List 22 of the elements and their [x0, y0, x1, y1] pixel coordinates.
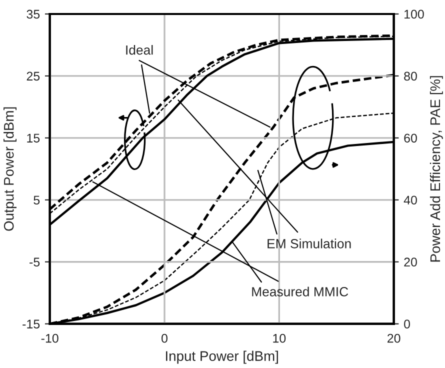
y2-tick-label: 80 [404, 72, 417, 81]
y-tick-label: 35 [26, 10, 40, 19]
annotation: Measured MMIC [252, 286, 348, 296]
x-tick-label: 0 [162, 334, 168, 343]
y-axis-title: Output Power [dBm] [4, 107, 16, 231]
x-tick-label: 20 [388, 334, 400, 343]
annotation: EM Simulation [268, 238, 351, 248]
annotation: Ideal [126, 45, 153, 55]
y2-tick-label: 40 [404, 196, 417, 205]
y2-tick-label: 100 [404, 10, 424, 19]
x-tick-label: 10 [273, 334, 286, 343]
y-tick-label: 5 [34, 196, 40, 205]
x-tick-label: -10 [41, 334, 58, 343]
y-tick-label: 25 [26, 72, 40, 81]
y2-tick-label: 60 [404, 134, 417, 143]
y2-tick-label: 0 [404, 320, 410, 328]
y2-axis-title: Power Add Efficiency, PAE [%] [430, 76, 443, 262]
y-tick-label: -5 [30, 258, 40, 267]
x-axis-title: Input Power [dBm] [166, 350, 278, 364]
y-tick-label: 15 [27, 134, 40, 143]
y-tick-label: -15 [22, 320, 40, 328]
y2-tick-label: 20 [404, 258, 417, 267]
